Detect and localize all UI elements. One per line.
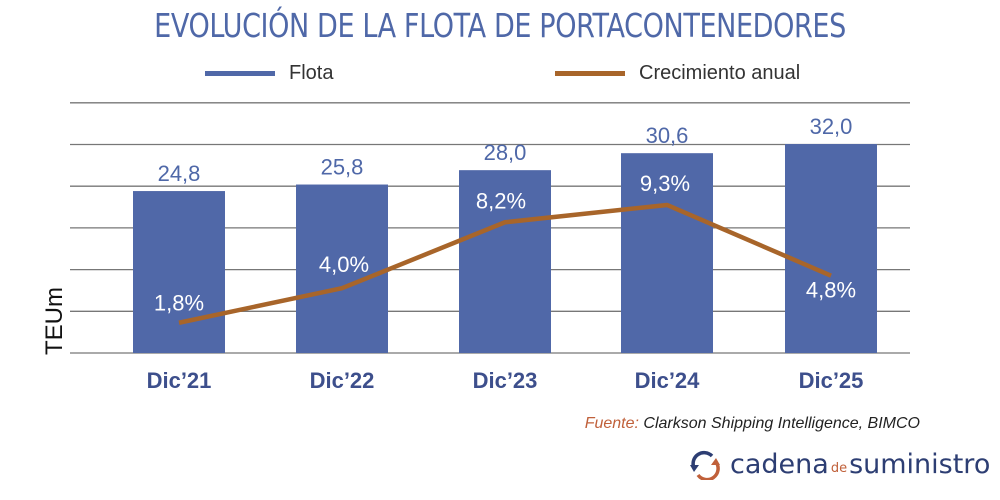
source-text: Clarkson Shipping Intelligence, BIMCO (643, 415, 920, 432)
logo-text: de (830, 461, 848, 476)
x-tick-label: Dic’23 (473, 368, 538, 393)
growth-value-label: 4,0% (319, 252, 369, 277)
bar-value-label: 28,0 (484, 140, 527, 165)
legend-label: Crecimiento anual (639, 62, 801, 84)
chart-plot: 24,8 Dic’21 25,8 Dic’22 28,0 Dic’23 30,6 Dic’24… (41, 102, 910, 393)
legend-swatch-flota (205, 71, 275, 76)
x-tick-label: Dic’24 (635, 368, 701, 393)
bar (133, 191, 225, 353)
growth-value-label: 1,8% (154, 291, 204, 316)
bar-value-label: 32,0 (810, 114, 853, 139)
bar (785, 144, 877, 353)
bar (459, 170, 551, 353)
logo-text: cadena (730, 449, 829, 480)
x-tick-label: Dic’21 (147, 368, 212, 393)
source-label: Fuente: (584, 415, 639, 432)
logo-text: suministro (849, 449, 991, 480)
x-tick-label: Dic’22 (310, 368, 375, 393)
bar-value-label: 25,8 (321, 155, 364, 180)
growth-value-label: 9,3% (640, 171, 690, 196)
legend-label: Flota (289, 62, 334, 84)
bar (296, 184, 388, 353)
bar (621, 153, 713, 353)
growth-value-label: 8,2% (476, 188, 526, 213)
logo: cadena de suministro (688, 449, 990, 480)
x-tick-label: Dic’25 (799, 368, 864, 393)
legend-item-flota: Flota (205, 62, 333, 85)
growth-value-label: 4,8% (806, 278, 856, 303)
legend-item-crecimiento: Crecimiento anual (555, 62, 800, 85)
bar-value-label: 24,8 (158, 161, 201, 186)
bar-value-label: 30,6 (646, 123, 689, 148)
refresh-cycle-icon (690, 450, 720, 480)
source-note: Fuente: Clarkson Shipping Intelligence, … (585, 415, 920, 433)
y-axis-label: TEUm (41, 287, 68, 355)
chart-title: EVOLUCIÓN DE LA FLOTA DE PORTACONTENEDOR… (154, 6, 846, 45)
legend-swatch-crecimiento (555, 71, 625, 76)
